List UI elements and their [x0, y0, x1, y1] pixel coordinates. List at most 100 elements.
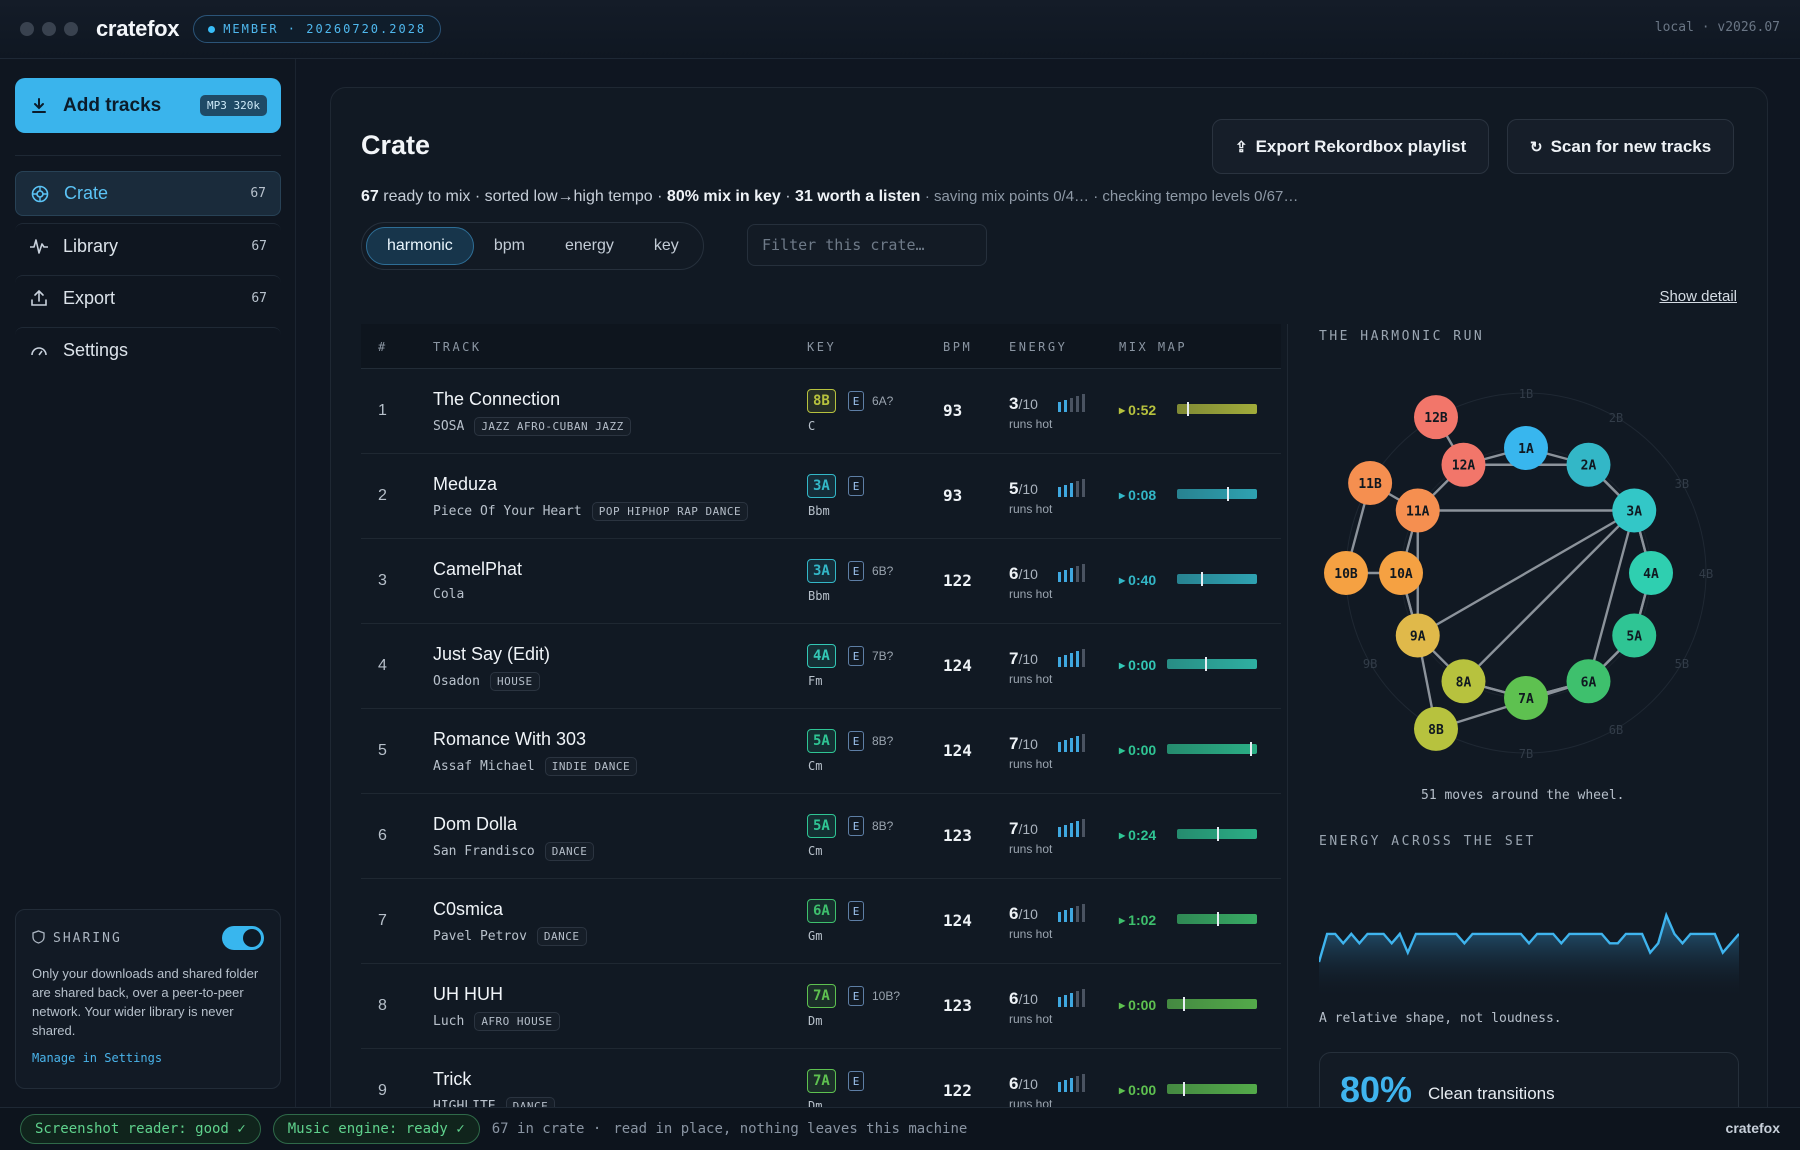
mix-map-bar[interactable] — [1167, 742, 1257, 756]
share-icon: ⇪ — [1235, 138, 1248, 156]
wheel-key-10b[interactable]: 10B — [1324, 551, 1368, 595]
wheel-key-7a[interactable]: 7A — [1504, 676, 1548, 720]
close-window-button[interactable] — [20, 22, 34, 36]
track-title: Trick — [433, 1069, 472, 1089]
mix-map-bar[interactable] — [1167, 997, 1257, 1011]
wheel-key-6a[interactable]: 6A — [1566, 659, 1611, 704]
sidebar-item-crate[interactable]: Crate 67 — [15, 171, 281, 216]
key-name: Cm — [808, 759, 823, 773]
energy-meter — [1058, 394, 1085, 412]
col-mix-map[interactable]: MIX MAP — [1119, 340, 1188, 354]
energy-scale: /10 — [1018, 651, 1038, 667]
col-energy[interactable]: ENERGY — [1009, 340, 1068, 354]
wheel-key-9a[interactable]: 9A — [1395, 613, 1440, 658]
minimize-window-button[interactable] — [42, 22, 56, 36]
wheel-key-dot — [1414, 395, 1458, 440]
scan-tracks-button[interactable]: ↻ Scan for new tracks — [1507, 119, 1735, 174]
tab-energy[interactable]: energy — [564, 237, 614, 254]
mix-point[interactable]: ▶ 0:00 — [1119, 742, 1156, 758]
mix-map-marker — [1227, 487, 1229, 501]
tab-bpm[interactable]: bpm — [493, 237, 525, 254]
mix-point[interactable]: ▶ 0:52 — [1119, 402, 1156, 418]
mix-point[interactable]: ▶ 1:02 — [1119, 912, 1156, 928]
mix-point[interactable]: ▶ 0:00 — [1119, 1082, 1156, 1098]
wheel-key-10a[interactable]: 10A — [1379, 551, 1423, 595]
filter-input[interactable]: Filter this crate… — [747, 224, 987, 266]
mix-map-bar[interactable] — [1177, 827, 1257, 841]
mix-point[interactable]: ▶ 0:00 — [1119, 657, 1156, 673]
wheel-key-label: 2A — [1581, 459, 1597, 474]
wheel-key-dot — [1379, 551, 1423, 595]
wheel-key-11b[interactable]: 11B — [1348, 461, 1393, 505]
sidebar-item-settings[interactable]: Settings — [15, 327, 281, 372]
add-tracks-button[interactable]: Add tracks MP3 320k — [15, 78, 281, 133]
table-row[interactable]: 3 CamelPhat Cola 3A E 6B? Bbm 122 6/10 runs hot ▶ 0… — [361, 539, 1281, 624]
wheel-key-11a[interactable]: 11A — [1395, 488, 1440, 533]
track-title: Dom Dolla — [433, 814, 518, 834]
mix-time: 0:00 — [1128, 742, 1157, 758]
tab-key[interactable]: key — [653, 237, 679, 254]
track-bpm: 93 — [943, 486, 963, 505]
show-detail-link[interactable]: Show detail — [1659, 288, 1737, 305]
energy-meter — [1058, 904, 1085, 922]
mix-map-bar[interactable] — [1177, 912, 1257, 926]
sidebar-item-library[interactable]: Library 67 — [15, 223, 281, 268]
wheel-key-5a[interactable]: 5A — [1612, 613, 1657, 658]
energy-note: runs hot — [1009, 672, 1053, 686]
mix-map-marker — [1187, 402, 1189, 416]
mix-point[interactable]: ▶ 0:24 — [1119, 827, 1156, 843]
table-row[interactable]: 4 Just Say (Edit) Osadon HOUSE 4A E 7B? Fm 124 7/… — [361, 624, 1281, 709]
col-bpm[interactable]: BPM — [943, 340, 973, 354]
mix-map-bar[interactable] — [1177, 402, 1257, 416]
wheel-key-label: 7A — [1518, 692, 1534, 707]
play-icon: ▶ — [1119, 745, 1126, 755]
mix-point[interactable]: ▶ 0:00 — [1119, 997, 1156, 1013]
track-title: UH HUH — [433, 984, 503, 1004]
track-bpm: 122 — [943, 571, 972, 590]
track-artist-line: Assaf Michael INDIE DANCE — [433, 757, 638, 776]
sidebar-item-export[interactable]: Export 67 — [15, 275, 281, 320]
col-track[interactable]: TRACK — [433, 340, 482, 354]
track-title: C0smica — [433, 899, 504, 919]
table-row[interactable]: 5 Romance With 303 Assaf Michael INDIE DANC… — [361, 709, 1281, 794]
mix-map-bar[interactable] — [1167, 657, 1257, 671]
wheel-key-4a[interactable]: 4A — [1629, 551, 1673, 595]
energy-meter-bar — [1070, 568, 1073, 582]
wheel-key-8a[interactable]: 8A — [1441, 659, 1486, 704]
maximize-window-button[interactable] — [64, 22, 78, 36]
manage-settings-link[interactable]: Manage in Settings — [32, 1051, 163, 1065]
wheel-key-1b: 1B — [1519, 387, 1533, 401]
wheel-key-8b[interactable]: 8B — [1414, 706, 1458, 751]
export-icon — [29, 288, 49, 308]
table-row[interactable]: 8 UH HUH Luch AFRO HOUSE 7A E 10B? Dm 123 6/10 run… — [361, 964, 1281, 1049]
mix-map-bar[interactable] — [1177, 487, 1257, 501]
table-row[interactable]: 6 Dom Dolla San Frandisco DANCE 5A E 8B? Cm 123 7… — [361, 794, 1281, 879]
mix-point[interactable]: ▶ 0:08 — [1119, 487, 1156, 503]
track-title: Just Say (Edit) — [433, 644, 551, 664]
mix-map-bar[interactable] — [1177, 572, 1257, 586]
wheel-key-12a[interactable]: 12A — [1441, 442, 1486, 487]
export-rekordbox-button[interactable]: ⇪ Export Rekordbox playlist — [1212, 119, 1490, 174]
wheel-key-3a[interactable]: 3A — [1612, 488, 1657, 533]
energy-meter-bar — [1082, 564, 1085, 582]
mix-map-bar[interactable] — [1167, 1082, 1257, 1096]
wheel-key-2b: 2B — [1609, 411, 1623, 425]
table-row[interactable]: 1 The Connection SOSA JAZZ AFRO-CUBAN JAZZ 8… — [361, 369, 1281, 454]
energy-meter-bar — [1064, 655, 1067, 667]
table-row[interactable]: 2 Meduza Piece Of Your Heart POP HIPHOP RAP… — [361, 454, 1281, 539]
track-bpm: 124 — [943, 911, 972, 930]
table-row[interactable]: 7 C0smica Pavel Petrov DANCE 6A E Gm 124 6/10 run… — [361, 879, 1281, 964]
wheel-key-12b[interactable]: 12B — [1414, 395, 1458, 440]
sharing-toggle[interactable] — [222, 926, 264, 950]
energy-meter-bar — [1082, 394, 1085, 412]
energy-meter — [1058, 989, 1085, 1007]
summary-separator: · — [785, 188, 791, 205]
mix-time: 0:08 — [1128, 487, 1157, 503]
mix-point[interactable]: ▶ 0:40 — [1119, 572, 1156, 588]
key-badge: 8B — [807, 389, 836, 413]
play-icon: ▶ — [1119, 575, 1126, 585]
col-key[interactable]: KEY — [807, 340, 837, 354]
tab-harmonic[interactable]: harmonic — [366, 227, 474, 265]
wheel-key-2a[interactable]: 2A — [1566, 442, 1611, 487]
wheel-key-1a[interactable]: 1A — [1504, 426, 1548, 470]
